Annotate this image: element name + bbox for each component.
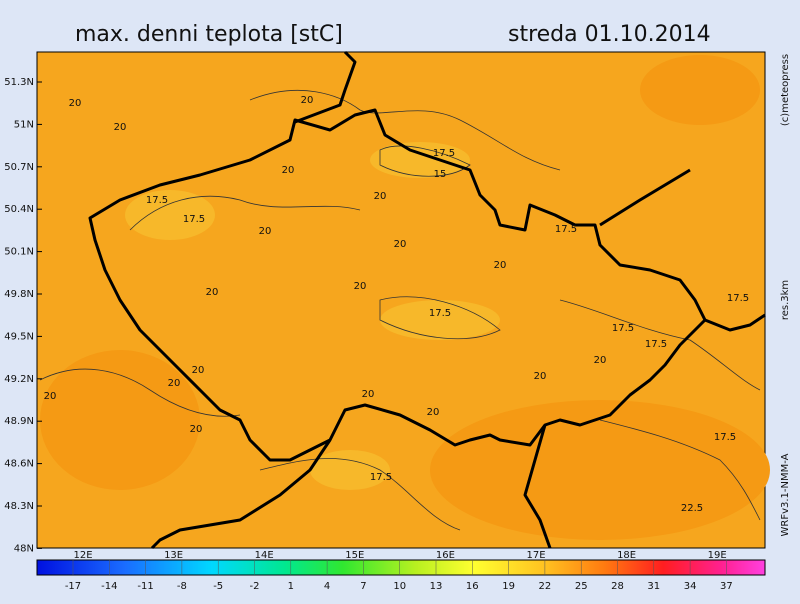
longitude-labels: 12E 13E 14E 15E 16E 17E 18E 19E [73,550,726,561]
contour-label: 20 [494,260,507,271]
contour-label: 17.5 [370,472,392,483]
title: max. denni teplota [stC] [75,22,343,47]
contour-label: 17.5 [429,308,451,319]
lat-label: 48.9N [4,416,34,427]
contour-label: 20 [354,281,367,292]
colorbar-label: 16 [466,581,479,592]
copyright: (c)meteopress [780,54,791,126]
colorbar-label: -8 [177,581,187,592]
contour-label: 17.5 [555,224,577,235]
colorbar-label: 22 [539,581,552,592]
contour-labels: 20 20 20 17.5 15 20 17.5 20 17.5 20 20 20 17.5 17.5 20… [44,95,750,514]
lat-label: 50.7N [4,162,34,173]
lon-label: 15E [345,550,364,561]
contour-label: 20 [44,391,57,402]
lon-label: 14E [255,550,274,561]
colorbar [36,559,766,576]
colorbar-label: -2 [250,581,260,592]
contour-label: 20 [374,191,387,202]
contour-label: 20 [192,365,205,376]
contour-label: 17.5 [433,148,455,159]
latitude-labels: 51.3N 51N 50.7N 50.4N 50.1N 49.8N 49.5N 49.2N 48… [4,77,42,554]
contour-label: 20 [206,287,219,298]
lat-label: 50.4N [4,204,34,215]
colorbar-label: 31 [647,581,660,592]
lon-label: 18E [617,550,636,561]
model: WRFv3.1-NMM-A [780,453,791,536]
colorbar-label: -14 [101,581,117,592]
date: streda 01.10.2014 [508,22,711,47]
contour-label: 20 [594,355,607,366]
contour-label: 17.5 [146,195,168,206]
contour-label: 20 [301,95,314,106]
lat-label: 48N [14,543,34,554]
colorbar-label: -5 [213,581,223,592]
colorbar-label: 28 [611,581,624,592]
lat-label: 49.5N [4,331,34,342]
borders [88,50,766,550]
colorbar-label: 25 [575,581,588,592]
lon-label: 13E [164,550,183,561]
contour-label: 20 [534,371,547,382]
lat-label: 48.3N [4,501,34,512]
colorbar-label: 37 [720,581,733,592]
contour-label: 20 [427,407,440,418]
lat-label: 51N [14,119,34,130]
lon-label: 16E [436,550,455,561]
colorbar-ticks: -17 -14 -11 -8 -5 -2 1 4 7 10 13 16 19 22 25 28 31 34 37 [65,560,733,592]
lat-label: 49.8N [4,289,34,300]
lat-label: 48.6N [4,459,34,470]
lat-label: 50.1N [4,247,34,258]
contour-label: 20 [282,165,295,176]
contour-label: 17.5 [645,339,667,350]
contour-label: 17.5 [183,214,205,225]
lat-label: 51.3N [4,77,34,88]
contour-label: 20 [362,389,375,400]
contour-label: 20 [69,98,82,109]
lat-label: 49.2N [4,374,34,385]
contour-label: 22.5 [681,503,703,514]
lon-label: 12E [73,550,92,561]
contour-label: 20 [114,122,127,133]
resolution: res.3km [780,280,791,320]
colorbar-label: -17 [65,581,81,592]
lon-label: 17E [526,550,545,561]
lon-label: 19E [708,550,727,561]
colorbar-label: 19 [502,581,515,592]
contour-label: 20 [394,239,407,250]
colorbar-label: 13 [430,581,443,592]
colorbar-label: 1 [288,581,294,592]
contour-label: 17.5 [714,432,736,443]
colorbar-label: 34 [684,581,697,592]
contour-label: 20 [259,226,272,237]
colorbar-label: 7 [360,581,366,592]
warm-areas [40,55,770,540]
colorbar-label: 4 [324,581,330,592]
contour-label: 17.5 [612,323,634,334]
contour-label: 20 [190,424,203,435]
colorbar-label: -11 [137,581,153,592]
contour-label: 17.5 [727,293,749,304]
colorbar-label: 10 [393,581,406,592]
contour-label: 15 [434,169,447,180]
contour-label: 20 [168,378,181,389]
cool-areas [125,142,500,490]
